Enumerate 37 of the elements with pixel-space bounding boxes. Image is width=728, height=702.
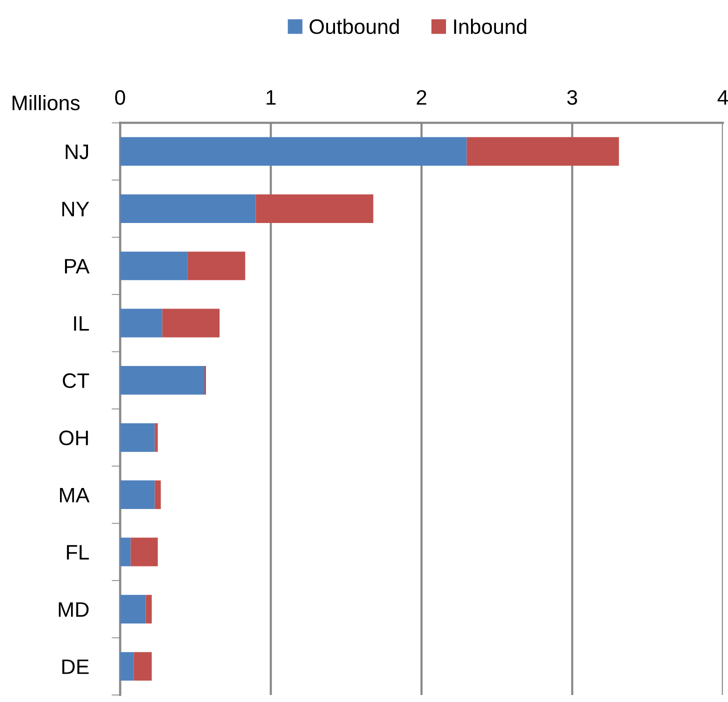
bar <box>120 252 188 280</box>
legend-label: Inbound <box>454 18 526 34</box>
bar <box>120 308 162 338</box>
bar <box>256 194 374 223</box>
x-tick-label: 1 <box>266 90 276 105</box>
y-tick-label: CT <box>62 373 90 388</box>
y-tick-label: MA <box>60 488 90 502</box>
bar <box>154 423 158 452</box>
y-tick-label: IL <box>74 316 89 331</box>
bar <box>188 252 246 280</box>
bar <box>162 308 220 338</box>
bar <box>130 538 158 566</box>
y-tick-label: MD <box>58 602 89 617</box>
bar <box>120 480 155 510</box>
bar <box>466 137 619 166</box>
y-tick-label: FL <box>66 545 89 560</box>
x-tick-label: 4 <box>718 90 728 105</box>
y-tick-label: OH <box>59 430 88 446</box>
y-tick-label: PA <box>65 259 90 274</box>
x-tick-label: 3 <box>567 90 578 105</box>
y-tick-label: NJ <box>66 144 88 160</box>
bar <box>134 652 152 681</box>
bar <box>146 594 152 624</box>
bar <box>120 194 256 223</box>
x-axis-title: Millions <box>12 95 80 110</box>
bar <box>120 594 146 624</box>
y-tick-label: DE <box>62 660 89 674</box>
bar <box>120 423 155 452</box>
y-tick-label: NY <box>62 202 90 216</box>
legend-label: Outbound <box>310 18 399 34</box>
bar <box>154 480 161 510</box>
bar <box>120 366 205 395</box>
x-tick-label: 2 <box>416 90 426 105</box>
x-tick-label: 0 <box>115 90 126 105</box>
bar <box>120 652 134 681</box>
bar <box>120 137 467 166</box>
bar <box>120 538 131 566</box>
